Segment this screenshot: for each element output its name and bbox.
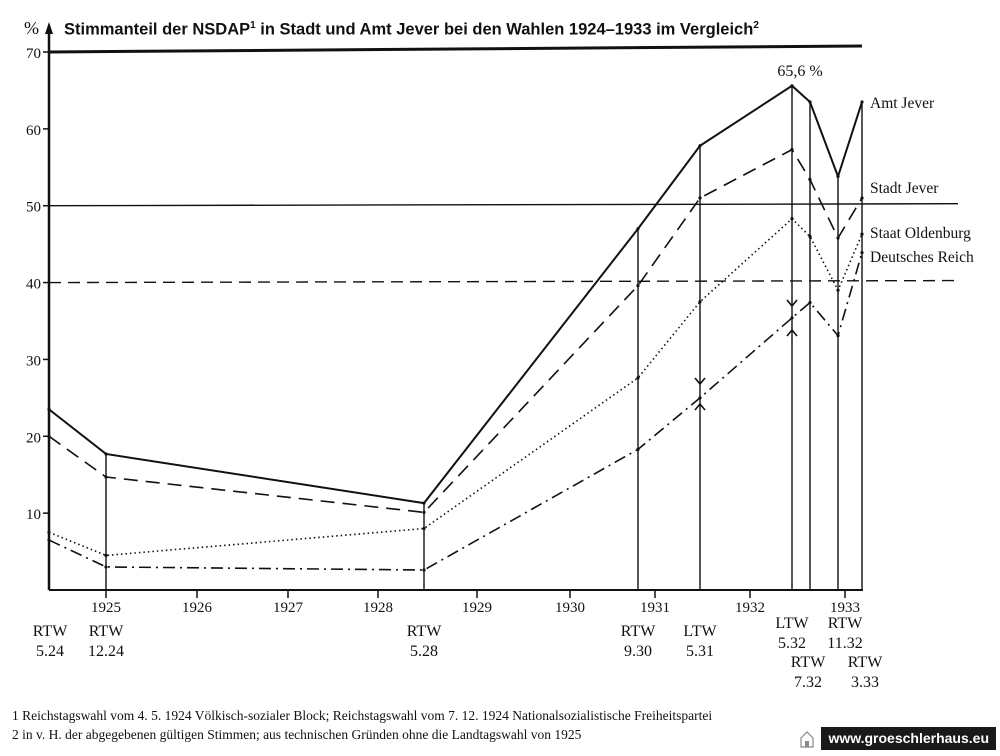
title-rest: in Stadt und Amt Jever bei den Wahlen 19… [255, 20, 754, 39]
reference-line-40 [48, 279, 959, 284]
arrow-up-marker [786, 328, 798, 337]
title-main: Stimmanteil der NSDAP [64, 20, 251, 39]
data-point [636, 284, 640, 288]
data-point [836, 174, 840, 179]
data-point [104, 553, 108, 558]
x-tick-label: 1932 [735, 600, 765, 616]
election-date-label: 5.32 [778, 635, 806, 652]
election-date-label: 9.30 [624, 643, 652, 660]
chart-title: Stimmanteil der NSDAP1 in Stadt und Amt … [64, 20, 759, 40]
election-type-label: RTW [828, 615, 863, 632]
series-label: Stadt Jever [870, 180, 939, 197]
data-point [422, 526, 426, 531]
election-type-label: RTW [848, 654, 883, 671]
data-point [808, 177, 812, 182]
election-type-label: LTW [775, 615, 809, 632]
data-point [47, 407, 51, 411]
x-tick-label: 1925 [91, 600, 121, 616]
footnote-2: 2 in v. H. der abgegebenen gültigen Stim… [12, 727, 582, 742]
election-type-label: RTW [89, 623, 124, 640]
data-point [836, 236, 840, 240]
election-date-label: 3.33 [851, 674, 879, 691]
election-date-label: 5.28 [410, 643, 438, 660]
data-point [104, 475, 108, 479]
reference-line-50 [48, 203, 959, 207]
data-point [104, 452, 108, 456]
x-tick-label: 1928 [363, 600, 393, 616]
x-tick-label: 1933 [830, 600, 860, 616]
election-date-label: 11.32 [827, 635, 862, 652]
website-watermark: www.groeschlerhaus.eu [821, 727, 996, 750]
y-tick-label: 60 [26, 123, 41, 139]
arrow-down-marker [694, 377, 706, 386]
election-type-label: RTW [791, 654, 826, 671]
x-tick-label: 1927 [273, 600, 304, 616]
election-type-label: RTW [621, 623, 656, 640]
series-label: Deutsches Reich [870, 249, 974, 266]
arrow-up-marker [694, 402, 706, 411]
election-type-label: RTW [33, 623, 68, 640]
data-point [860, 232, 864, 236]
series-label: Amt Jever [870, 95, 935, 112]
data-point [422, 501, 426, 505]
house-logo-icon [800, 731, 814, 748]
footnote-1: 1 Reichstagswahl vom 4. 5. 1924 Völkisch… [12, 708, 713, 723]
series-line-amt-jever [48, 84, 863, 505]
x-tick-label: 1931 [640, 600, 670, 616]
data-point [860, 100, 864, 104]
election-date-label: 5.31 [686, 643, 714, 660]
data-point [860, 196, 864, 200]
title-footnote-mark-2: 2 [753, 20, 759, 31]
data-point [104, 565, 108, 569]
peak-annotation: 65,6 % [777, 63, 822, 80]
series-label: Staat Oldenburg [870, 225, 971, 242]
data-point [422, 510, 426, 514]
y-tick-label: 30 [26, 353, 41, 369]
y-tick-label: 10 [26, 507, 41, 523]
data-point [836, 334, 840, 338]
election-date-label: 12.24 [88, 643, 124, 660]
data-point [790, 84, 794, 88]
election-type-label: LTW [683, 623, 717, 640]
series-line-deutsches-reich [48, 252, 863, 571]
election-date-label: 7.32 [794, 674, 822, 691]
y-axis-unit: % [24, 18, 39, 38]
data-point [836, 288, 840, 292]
data-point [47, 434, 51, 438]
data-point [698, 144, 702, 148]
y-tick-label: 50 [26, 200, 41, 216]
data-point [790, 148, 794, 152]
election-type-label: RTW [407, 623, 442, 640]
election-date-label: 5.24 [36, 643, 64, 660]
data-point [698, 300, 702, 304]
data-point [790, 316, 794, 320]
data-point [808, 234, 812, 239]
data-point [698, 396, 702, 400]
data-point [422, 568, 426, 572]
data-point [636, 447, 640, 451]
arrow-down-marker [786, 299, 798, 308]
y-tick-label: 70 [26, 46, 41, 62]
series-line-stadt-jever [48, 148, 863, 514]
data-point [790, 217, 794, 221]
top-border-line [48, 44, 863, 54]
title-footnote-mark-1: 1 [250, 20, 256, 31]
series-line-staat-oldenburg [48, 217, 863, 557]
data-point [47, 538, 51, 542]
data-point [698, 196, 702, 200]
data-point [860, 250, 864, 255]
data-point [808, 300, 812, 305]
y-tick-label: 20 [26, 430, 41, 446]
data-point [808, 100, 812, 104]
y-axis-arrow [45, 22, 53, 34]
x-tick-label: 1929 [462, 600, 492, 616]
x-tick-label: 1926 [182, 600, 213, 616]
y-tick-label: 40 [26, 277, 41, 293]
x-tick-label: 1930 [555, 600, 585, 616]
data-point [47, 530, 51, 534]
data-point [636, 227, 640, 231]
data-point [636, 376, 640, 380]
